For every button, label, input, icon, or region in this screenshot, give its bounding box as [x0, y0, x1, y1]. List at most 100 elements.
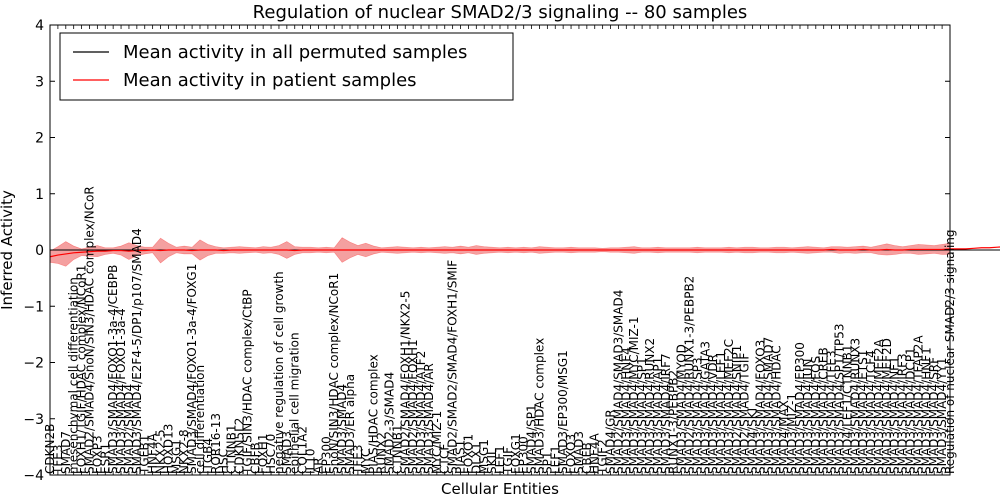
- x-tick-label: CBFB: [580, 442, 594, 474]
- y-tick-label: 2: [35, 131, 44, 147]
- x-tick-label: SMAD3/SMAD4/HNF1: [919, 347, 933, 474]
- band-layer: [49, 237, 951, 267]
- x-tick-label: MYC/MIZ-1: [430, 411, 444, 474]
- x-tick-label: SMAD3/SMAD4/VDR: [706, 354, 720, 474]
- x-tick-label: SMAD3/SMAD4/AP1: [651, 357, 665, 474]
- legend-label-patient: Mean activity in patient samples: [123, 70, 417, 91]
- x-tick-label: SMAD4/SP1: [525, 404, 539, 474]
- x-tick-label: SMAD3/SMAD4/RUNX2: [643, 338, 657, 474]
- x-tick-label: SMAD3/SMAD4/JUN: [801, 359, 815, 475]
- x-tick-label: HOXD13: [161, 424, 175, 474]
- x-tick-label: HSC: [217, 449, 231, 474]
- x-tick-label: SMAD3/SMAD4/FOXO1-3a-4/FOXG1: [185, 264, 199, 474]
- x-tick-label: FOXO3: [564, 434, 578, 474]
- x-tick-label: EP300: [517, 436, 531, 474]
- x-tick-label: cell differentiation: [193, 365, 207, 474]
- x-tick-label: CTCF: [438, 444, 452, 474]
- x-tick-label: PIAS1: [454, 440, 468, 474]
- x-tick-label: CTNNB1: [225, 424, 239, 474]
- x-tick-label: PIAS/HDAC complex: [367, 354, 381, 474]
- x-tick-label: SMAD3/SMAD4/E2F4-5/DP1/p107/SMAD4: [130, 228, 144, 474]
- x-tick-label: LEF1: [548, 445, 562, 474]
- x-tick-label: FOXP3: [90, 435, 104, 474]
- x-tick-label: COL1A2: [296, 426, 310, 474]
- x-tick-label: SMAD3/SMAD4/MEF2A: [872, 338, 886, 474]
- x-tick-label: SMAD3/SMAD4/FOXO3: [754, 340, 768, 474]
- x-tick-label: NKX2-8: [177, 429, 191, 474]
- x-tick-label: negative regulation of cell growth: [272, 271, 286, 474]
- x-tick-label: SMAD3/EP300/MSG1: [556, 350, 570, 474]
- x-tick-label: SMAD3/SMAD4/MEF2D: [880, 338, 894, 474]
- x-tick-label: SMAD3: [572, 431, 586, 474]
- x-tick-label: ITGB4: [201, 438, 215, 474]
- x-tick-label: SMAD3/SMAD4/MYOD: [675, 344, 689, 474]
- x-tick-label: TGIF/SIN3/HDAC complex/CtBP: [240, 289, 254, 475]
- x-tick-label: SMAD2/SMAD4/RUNX1-3/PEBPB2: [682, 276, 696, 474]
- x-tick-label: TFE3: [51, 445, 65, 475]
- x-tick-label: MSG1: [477, 439, 491, 474]
- x-tick-label: SMAD3/MIZ-1: [785, 393, 799, 474]
- x-tick-label: SMAD4/GR: [604, 409, 618, 474]
- x-tick-label: MYC: [359, 449, 373, 474]
- x-tick-label: SMAD3/SMAD4/ATF2: [414, 351, 428, 474]
- x-tick-label: SMAD3/SMAD4/SMAD7: [761, 337, 775, 474]
- patient-spread-band: [49, 237, 951, 267]
- y-tick-label: −2: [23, 356, 44, 372]
- x-tick-label: SMAD2-3/SMAD4: [382, 372, 396, 474]
- y-tick-label: −4: [23, 468, 44, 484]
- x-tick-label: CTNNB1: [390, 424, 404, 474]
- x-tick-label: SMAD3/SMAD4/IRF3: [896, 353, 910, 474]
- legend-box: [59, 32, 514, 101]
- x-tick-label: SMAD2/SMAD4/TGIF: [738, 353, 752, 474]
- x-tick-label: SMAD3/SMAD4/FOXO1-3a-4/CEBPB: [106, 265, 120, 474]
- y-tick-label: 3: [35, 74, 44, 90]
- x-tick-label: SMAD3/SMAD4/TFE3: [825, 350, 839, 474]
- x-tick-label: TGIF2: [596, 439, 610, 475]
- x-tick-label: SnoN/SIN3/HDAC complex/NCoR1: [327, 273, 341, 474]
- x-tick-label: SMAD3/SMAD4/SP3: [690, 357, 704, 474]
- x-tick-label: SMAD3/SMAD4/IRF7: [659, 353, 673, 474]
- x-tick-label: epithelial cell migration: [288, 332, 302, 474]
- x-tick-label: RUNX1-3/PEBPB2: [667, 370, 681, 474]
- x-tick-label: MSG1: [169, 439, 183, 474]
- x-tick-label: mesenchymal cell differentiation: [67, 277, 81, 474]
- x-tick-label: CDKN5L2: [232, 418, 246, 474]
- x-tick-label: HNF4A: [146, 432, 160, 474]
- x-tick-label: AR: [311, 457, 325, 474]
- x-tick-label: SMAD3/SMAD4/SP1/TP53: [832, 323, 846, 474]
- x-tick-label: FOXG1: [509, 433, 523, 474]
- line-layer: [49, 246, 1000, 258]
- legend: Mean activity in all permuted samples Me…: [59, 32, 514, 101]
- x-tick-label: SMAD2/SMAD4: [122, 384, 136, 474]
- x-tick-label: HSC70: [264, 434, 278, 474]
- x-tick-label: SMAD3/SMAD4/YY1: [935, 358, 949, 475]
- x-axis-label: Cellular Entities: [441, 480, 559, 498]
- x-tick-label: CBFB: [248, 442, 262, 474]
- x-tick-label: SMAD4/LEF1/CTNNB1: [840, 345, 854, 474]
- x-tick-label: SMAD3/SMAD4/FOS: [809, 356, 823, 474]
- x-tick-label: SMAD3/SMAD4/RUNX3: [848, 338, 862, 474]
- x-tick-label: DLX1: [469, 442, 483, 474]
- y-tick-label: −1: [23, 299, 44, 315]
- x-tick-label: LEF1: [493, 445, 507, 474]
- x-tick-label: ESR1: [98, 443, 112, 474]
- x-tick-label: SMAD3/SMAD4/SP1: [635, 357, 649, 474]
- x-tick-label: SMAD3/SMAD4/TCF4: [864, 350, 878, 474]
- x-tick-label: TGIF: [501, 447, 515, 475]
- x-tick-label: RUNX2: [375, 432, 389, 474]
- x-tick-label: SMAD3/SMAD4/SRF: [927, 357, 941, 474]
- x-tick-label: SMAD3/SMAD4/ETS1: [856, 350, 870, 474]
- x-tick-label: SMAD3/SMAD4: [335, 384, 349, 474]
- x-tick-label: SMAD3/SMAD4/TFAP2A: [911, 335, 925, 474]
- x-tick-label: SMAD3/SMAD4/CREB: [817, 347, 831, 474]
- x-tick-label: TGFB1: [138, 435, 152, 475]
- x-tick-label: SMAD3: [280, 431, 294, 474]
- x-tick-label: HNF4A: [588, 432, 602, 474]
- x-tick-label: ROR16-13: [209, 413, 223, 474]
- x-tick-label: FOXH1/TGIF/HDAC complex/NCoR1: [75, 265, 89, 474]
- x-tick-label: FOXO1: [461, 434, 475, 474]
- x-tick-label: SMAD2/SMAD4/SNIP1: [730, 345, 744, 474]
- y-tick-label: 4: [35, 18, 44, 34]
